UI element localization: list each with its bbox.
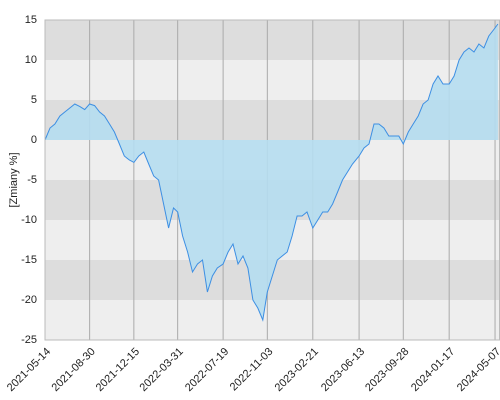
- line: [44, 23, 499, 322]
- y-tick-label: -25: [21, 334, 37, 346]
- y-axis-label: [Zmiany %]: [8, 152, 20, 207]
- x-tick-label: 2023-02-21: [273, 346, 321, 394]
- x-tick-label: 2023-06-13: [319, 346, 367, 394]
- x-tick-label: 2024-05-07: [455, 346, 500, 394]
- y-tick-label: 5: [31, 94, 37, 106]
- x-tick-label: 2022-11-03: [228, 346, 276, 394]
- y-tick-label: -10: [21, 214, 37, 226]
- background-band: [45, 20, 500, 60]
- x-tick-label: 2024-01-17: [409, 346, 457, 394]
- y-tick-label: 10: [25, 54, 37, 66]
- y-tick-label: -20: [21, 294, 37, 306]
- background-band: [45, 300, 500, 340]
- area-fill: [45, 24, 498, 320]
- y-tick-label: 15: [25, 14, 37, 26]
- x-tick-label: 2022-03-31: [138, 346, 186, 394]
- x-tick-label: 2022-07-19: [183, 346, 231, 394]
- background-band: [45, 60, 500, 100]
- x-tick-label: 2021-05-14: [5, 346, 53, 394]
- y-tick-label: -15: [21, 254, 37, 266]
- y-tick-label: 0: [31, 134, 37, 146]
- x-tick-label: 2023-09-28: [363, 346, 411, 394]
- y-tick-label: -5: [27, 174, 37, 186]
- x-tick-label: 2021-12-15: [94, 346, 142, 394]
- x-tick-label: 2021-08-30: [50, 346, 98, 394]
